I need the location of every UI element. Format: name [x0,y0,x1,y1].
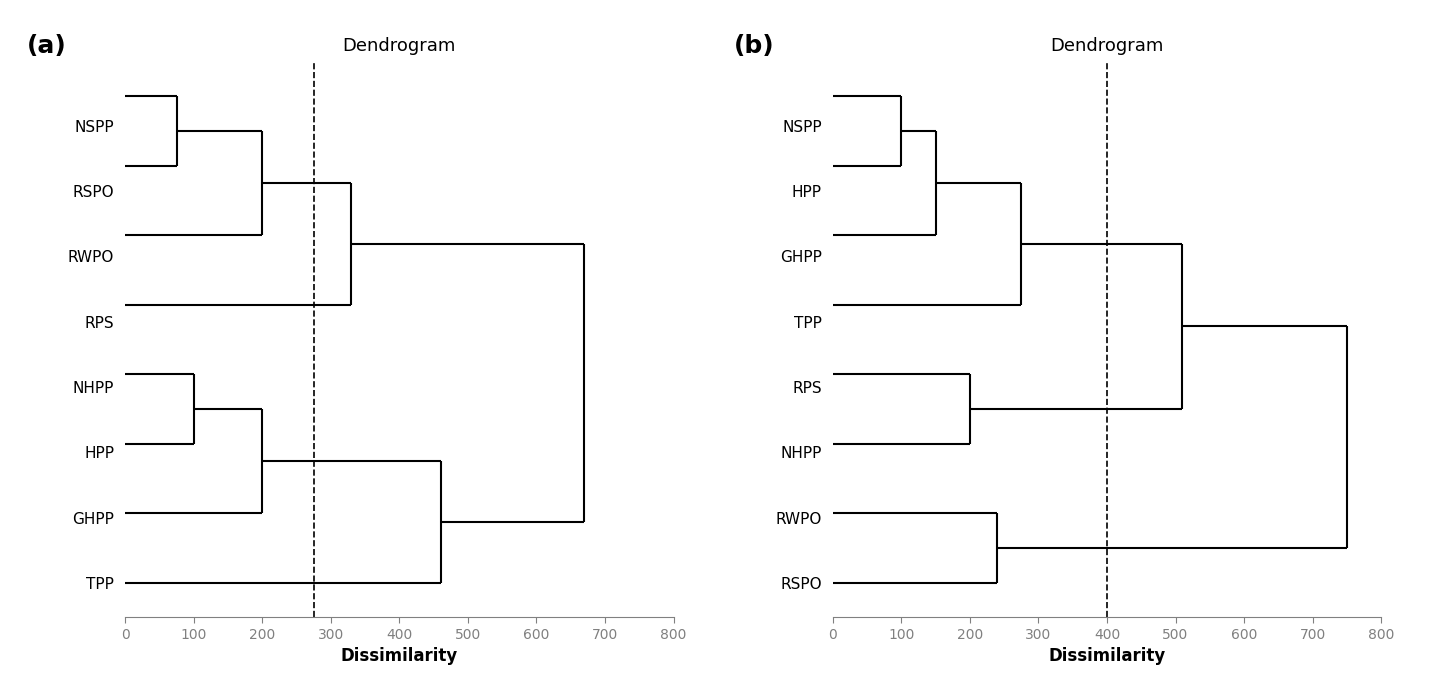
Text: RSPO: RSPO [780,577,822,592]
Text: HPP: HPP [84,447,114,461]
Title: Dendrogram: Dendrogram [343,36,456,55]
X-axis label: Dissimilarity: Dissimilarity [340,648,459,665]
Text: RWPO: RWPO [776,512,822,527]
Text: NSPP: NSPP [782,120,822,134]
Text: NHPP: NHPP [780,447,822,461]
Text: RPS: RPS [84,316,114,330]
Text: HPP: HPP [792,185,822,200]
Text: RWPO: RWPO [69,251,114,265]
Text: GHPP: GHPP [780,251,822,265]
Text: (a): (a) [27,34,66,58]
Title: Dendrogram: Dendrogram [1050,36,1163,55]
Text: RSPO: RSPO [73,185,114,200]
Text: TPP: TPP [87,577,114,592]
Text: RPS: RPS [792,381,822,396]
Text: (b): (b) [735,34,775,58]
Text: NHPP: NHPP [73,381,114,396]
Text: TPP: TPP [795,316,822,330]
Text: GHPP: GHPP [73,512,114,527]
Text: NSPP: NSPP [74,120,114,134]
X-axis label: Dissimilarity: Dissimilarity [1049,648,1166,665]
